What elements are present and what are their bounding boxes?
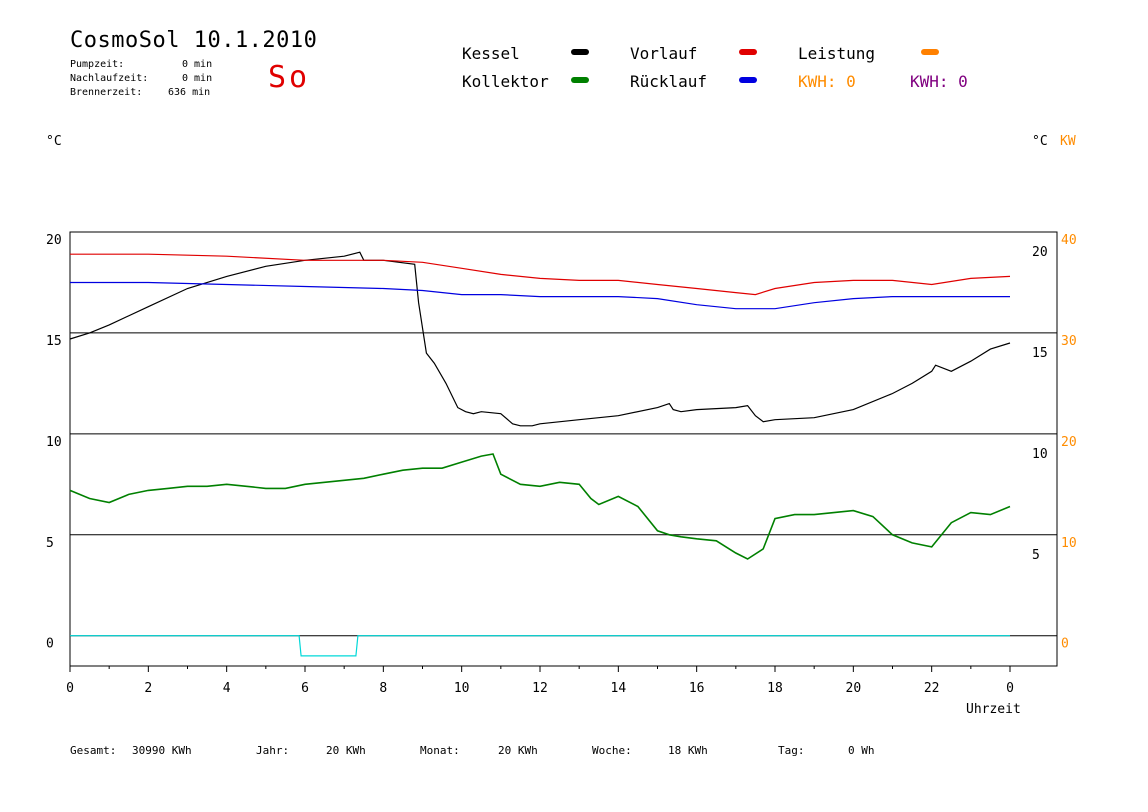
x-tick-label: 8 (379, 681, 387, 696)
kwh-purple: KWH: 0 (910, 72, 968, 91)
x-tick-label: 10 (454, 681, 470, 696)
burner-time-value: 636 min (168, 87, 211, 98)
kwh-orange: KWH: 0 (798, 72, 856, 91)
x-tick-label: 16 (689, 681, 705, 696)
y-right-tick-label: 15 (1032, 346, 1048, 361)
footer-total-label: Gesamt: (70, 744, 117, 757)
footer-month-value: 20 KWh (498, 744, 538, 757)
footer-week-label: Woche: (592, 744, 632, 757)
y-kw-tick-label: 20 (1061, 435, 1077, 450)
footer-year-value: 20 KWh (326, 744, 366, 757)
x-axis-label: Uhrzeit (966, 702, 1021, 717)
pump-time-value: 0 min (182, 59, 213, 70)
series-line-r-cklauf (70, 281, 1010, 310)
y-kw-tick-label: 40 (1061, 233, 1077, 248)
left-axis-unit: °C (46, 134, 62, 149)
footer-day-label: Tag: (778, 744, 805, 757)
x-tick-label: 4 (223, 681, 231, 696)
x-tick-label: 12 (532, 681, 548, 696)
y-right-tick-label: 10 (1032, 447, 1048, 462)
legend-label-leistung: Leistung (798, 44, 876, 63)
series-line-leistung (70, 635, 1010, 657)
y-right-tick-label: 5 (1032, 548, 1040, 563)
x-tick-label: 14 (611, 681, 627, 696)
day-status: So (268, 60, 311, 95)
x-tick-label: 2 (144, 681, 152, 696)
page-title: CosmoSol 10.1.2010 (70, 28, 318, 53)
footer-total-value: 30990 KWh (132, 744, 192, 757)
legend-label-kessel: Kessel (462, 44, 520, 63)
y-kw-tick-label: 10 (1061, 536, 1077, 551)
x-tick-label: 6 (301, 681, 309, 696)
burner-time-label: Brennerzeit: (70, 87, 143, 98)
y-left-tick-label: 20 (46, 233, 62, 248)
footer-month-label: Monat: (420, 744, 460, 757)
y-kw-tick-label: 30 (1061, 334, 1077, 349)
footer-year-label: Jahr: (256, 744, 290, 757)
x-tick-label: 0 (1006, 681, 1014, 696)
x-tick-label: 22 (924, 681, 940, 696)
right-axis-unit: °C (1032, 134, 1048, 149)
legend-label-kollektor: Kollektor (462, 72, 549, 91)
series-line-kollektor (69, 453, 1011, 560)
legend-label-vorlauf: Vorlauf (630, 44, 698, 63)
y-left-tick-label: 15 (46, 334, 62, 349)
plot-frame (69, 231, 1058, 667)
x-tick-label: 20 (846, 681, 862, 696)
y-left-tick-label: 5 (46, 536, 54, 551)
right-axis-unit-kw: KW (1060, 134, 1076, 149)
followup-time-value: 0 min (182, 73, 213, 84)
y-left-tick-label: 10 (46, 435, 62, 450)
y-kw-tick-label: 0 (1061, 637, 1069, 652)
x-tick-label: 0 (66, 681, 74, 696)
series-line-vorlauf (70, 253, 1011, 296)
followup-time-label: Nachlaufzeit: (70, 73, 149, 84)
pump-time-label: Pumpzeit: (70, 59, 125, 70)
series-line-kessel (69, 251, 1011, 427)
legend-label-ruecklauf: Rücklauf (630, 72, 708, 91)
y-left-tick-label: 0 (46, 637, 54, 652)
y-right-tick-label: 20 (1032, 245, 1048, 260)
footer-week-value: 18 KWh (668, 744, 708, 757)
footer-day-value: 0 Wh (848, 744, 875, 757)
x-tick-label: 18 (767, 681, 783, 696)
